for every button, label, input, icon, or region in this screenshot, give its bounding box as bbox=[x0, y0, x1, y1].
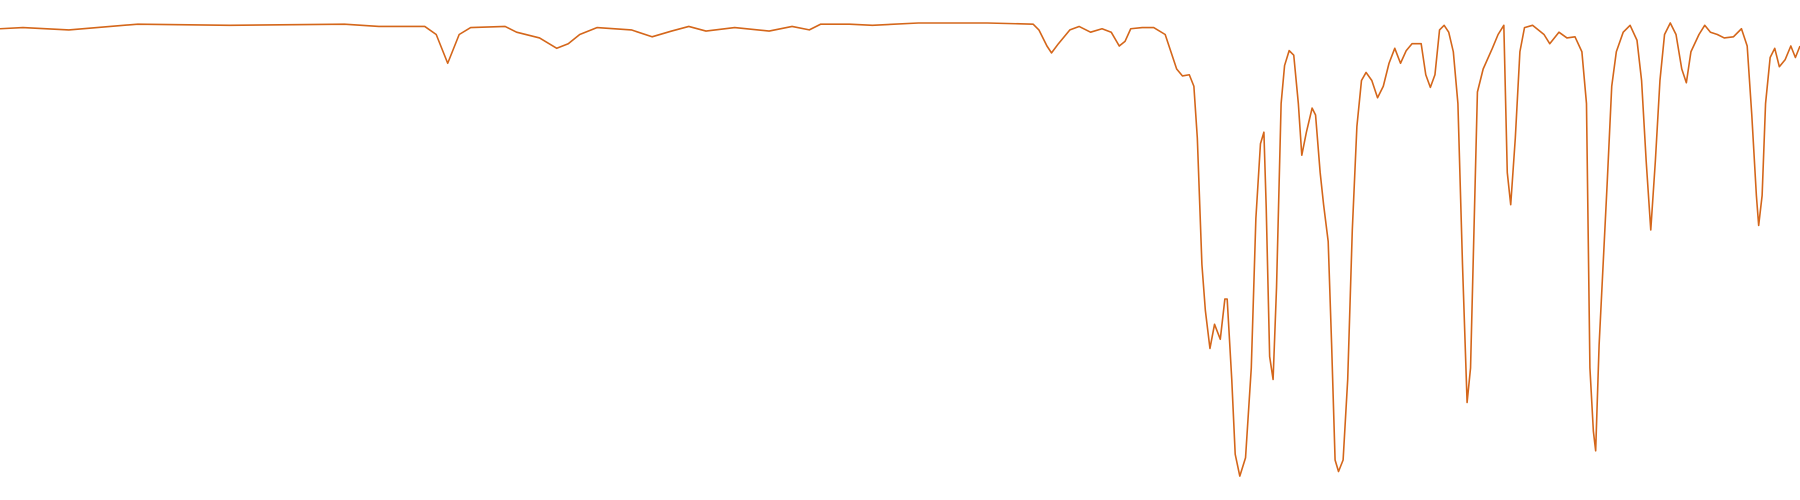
spectrum-line bbox=[0, 22, 1800, 477]
